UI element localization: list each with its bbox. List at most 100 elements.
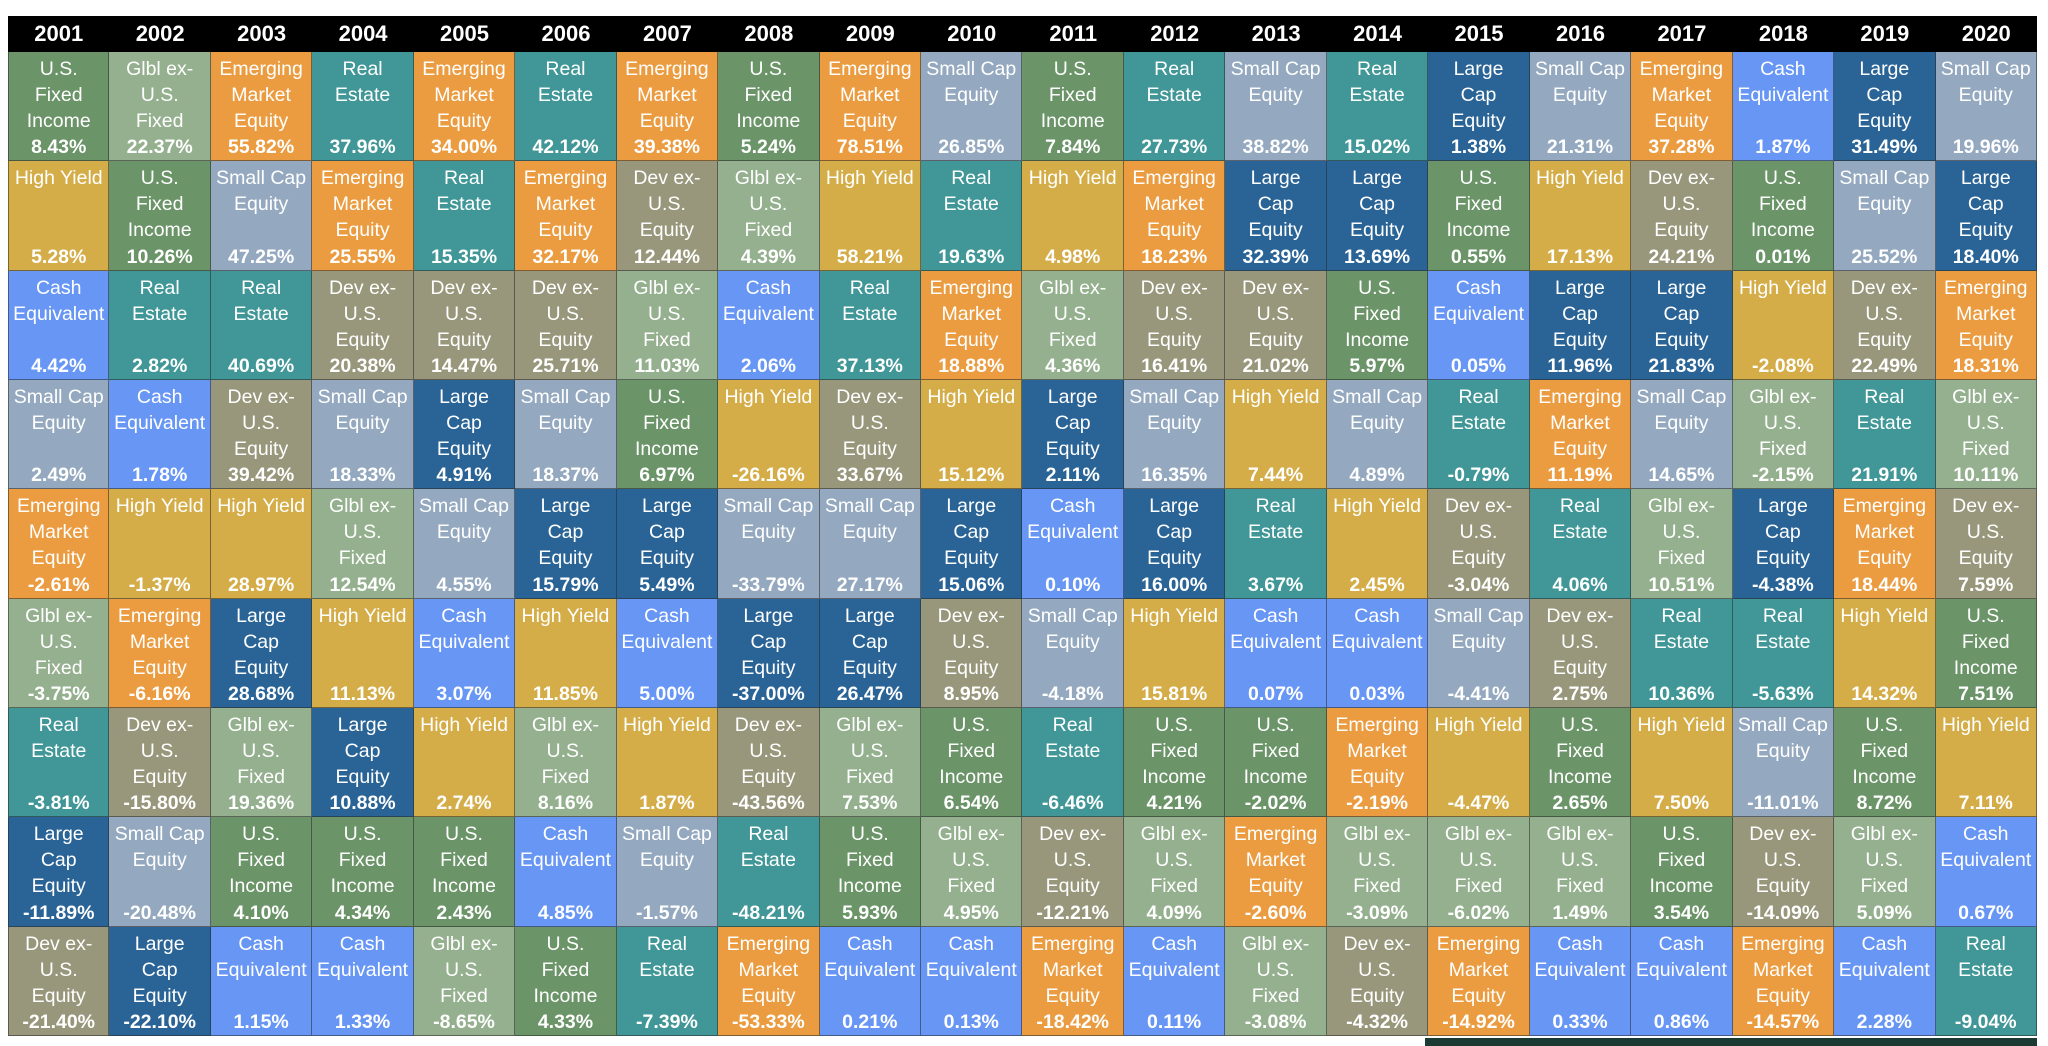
asset-class-label: Emerging Market Equity [1335, 714, 1419, 788]
asset-cell: Dev ex- U.S. Equity 24.21% [1631, 161, 1733, 271]
asset-cell: Emerging Market Equity -2.61% [8, 489, 110, 599]
asset-class-label: U.S. Fixed Income [1446, 167, 1511, 242]
asset-class-label: Small Cap Equity [1839, 167, 1930, 216]
asset-class-label: Cash Equivalent [13, 276, 105, 325]
asset-cell: Real Estate -6.46% [1022, 708, 1124, 818]
year-header: 2005 [413, 16, 516, 52]
asset-class-label: Real Estate [31, 714, 87, 762]
asset-class-label: Glbl ex- U.S. Fixed [430, 932, 498, 1007]
asset-cell: Dev ex- U.S. Equity 14.47% [413, 270, 516, 380]
return-value: 32.39% [1242, 245, 1309, 268]
asset-cell: Emerging Market Equity -53.33% [718, 926, 820, 1036]
asset-class-label: U.S. Fixed Income [1750, 167, 1815, 242]
asset-cell: Dev ex- U.S. Equity 2.75% [1529, 598, 1632, 708]
asset-class-label: High Yield [1028, 167, 1117, 190]
asset-class-label: Cash Equivalent [519, 823, 611, 872]
return-value: 5.49% [639, 573, 695, 596]
asset-class-label: Small Cap Equity [1129, 386, 1220, 434]
return-value: 10.88% [329, 792, 396, 815]
asset-cell: Glbl ex- U.S. Fixed 10.51% [1631, 489, 1733, 599]
asset-class-label: Cash Equivalent [1534, 932, 1626, 981]
asset-cell: Large Cap Equity 13.69% [1326, 161, 1429, 271]
return-value: 15.12% [938, 464, 1005, 487]
asset-cell: High Yield 15.81% [1123, 598, 1226, 708]
asset-class-label: High Yield [1738, 276, 1827, 299]
return-value: 10.26% [126, 245, 193, 268]
return-value: -14.57% [1746, 1011, 1820, 1033]
return-value: 1.33% [334, 1011, 391, 1033]
asset-class-label: Dev ex- U.S. Equity [1647, 167, 1715, 242]
return-value: -4.32% [1346, 1011, 1408, 1033]
asset-cell: Small Cap Equity 16.35% [1123, 380, 1226, 490]
return-value: 2.65% [1552, 792, 1608, 815]
return-value: -15.80% [123, 792, 196, 815]
asset-class-label: Cash Equivalent [1635, 932, 1727, 981]
asset-class-label: Large Cap Equity [1147, 495, 1202, 570]
return-value: 5.93% [842, 901, 898, 924]
return-value: 33.67% [836, 464, 903, 487]
asset-cell: U.S. Fixed Income 4.34% [312, 817, 414, 927]
return-value: -6.02% [1447, 901, 1510, 924]
asset-cell: High Yield 58.21% [819, 161, 922, 271]
return-value: 21.91% [1851, 464, 1918, 487]
asset-cell: Emerging Market Equity -14.92% [1428, 926, 1530, 1036]
asset-class-label: Small Cap Equity [1737, 714, 1828, 762]
asset-cell: Emerging Market Equity 32.17% [515, 161, 617, 271]
asset-cell: High Yield 2.45% [1326, 489, 1429, 599]
return-value: 18.88% [938, 355, 1005, 377]
asset-class-label: Glbl ex- U.S. Fixed [1546, 823, 1614, 898]
asset-cell: Real Estate -0.79% [1428, 380, 1530, 490]
return-value: -3.09% [1346, 901, 1408, 924]
return-value: 10.36% [1648, 683, 1715, 705]
asset-class-label: Glbl ex- U.S. Fixed [1242, 932, 1310, 1007]
asset-cell: Cash Equivalent 0.33% [1529, 926, 1632, 1036]
return-value: 7.53% [842, 792, 898, 815]
year-header: 2007 [616, 16, 719, 52]
year-header: 2002 [109, 16, 211, 52]
asset-cell: High Yield 5.28% [8, 161, 110, 271]
asset-class-label: Large Cap Equity [31, 823, 86, 898]
asset-cell: Small Cap Equity 14.65% [1631, 380, 1733, 490]
asset-class-label: Large Cap Equity [538, 495, 593, 570]
asset-cell: Cash Equivalent 4.85% [515, 817, 617, 927]
asset-class-label: Glbl ex- U.S. Fixed [1647, 495, 1715, 570]
asset-class-label: High Yield [724, 386, 813, 408]
return-value: 16.35% [1141, 464, 1208, 487]
year-header: 2004 [312, 16, 414, 52]
asset-class-label: Emerging Market Equity [1842, 495, 1927, 570]
asset-cell: Cash Equivalent 1.78% [109, 380, 211, 490]
asset-class-label: Cash Equivalent [824, 932, 916, 981]
asset-class-label: Emerging Market Equity [828, 58, 912, 132]
asset-cell: Large Cap Equity 10.88% [312, 708, 414, 818]
asset-class-label: Glbl ex- U.S. Fixed [1444, 823, 1513, 898]
asset-cell: Real Estate -3.81% [8, 708, 110, 818]
return-value: -37.00% [732, 683, 805, 705]
return-value: -1.37% [128, 573, 191, 596]
asset-cell: High Yield 7.50% [1631, 708, 1733, 818]
asset-class-label: Dev ex- U.S. Equity [1850, 276, 1918, 351]
asset-cell: Emerging Market Equity 18.23% [1123, 161, 1226, 271]
return-value: 4.36% [1045, 355, 1101, 377]
return-value: 28.97% [228, 573, 295, 596]
asset-class-label: U.S. Fixed Income [939, 714, 1004, 788]
asset-cell: Dev ex- U.S. Equity 39.42% [210, 380, 313, 490]
return-value: 7.11% [1958, 792, 2013, 815]
asset-class-label: Real Estate [1146, 58, 1202, 106]
asset-cell: Glbl ex- U.S. Fixed 5.09% [1834, 817, 1936, 927]
asset-cell: Real Estate 37.13% [819, 270, 922, 380]
asset-class-label: U.S. Fixed Income [26, 58, 91, 132]
asset-class-label: Real Estate [233, 276, 289, 325]
asset-cell: Dev ex- U.S. Equity 16.41% [1123, 270, 1226, 380]
return-value: 10.11% [1953, 464, 2019, 487]
asset-cell: Real Estate -7.39% [616, 926, 719, 1036]
asset-cell: Small Cap Equity 18.33% [312, 380, 414, 490]
asset-class-label: Small Cap Equity [723, 495, 814, 544]
asset-cell: U.S. Fixed Income 6.54% [921, 708, 1023, 818]
year-header: 2014 [1326, 16, 1429, 52]
asset-class-label: Glbl ex- U.S. Fixed [531, 714, 600, 788]
return-value: -11.89% [22, 901, 95, 924]
return-value: 55.82% [228, 136, 295, 159]
return-value: -2.61% [27, 573, 90, 596]
asset-class-label: High Yield [1840, 604, 1929, 627]
asset-class-label: Small Cap Equity [1534, 58, 1625, 106]
